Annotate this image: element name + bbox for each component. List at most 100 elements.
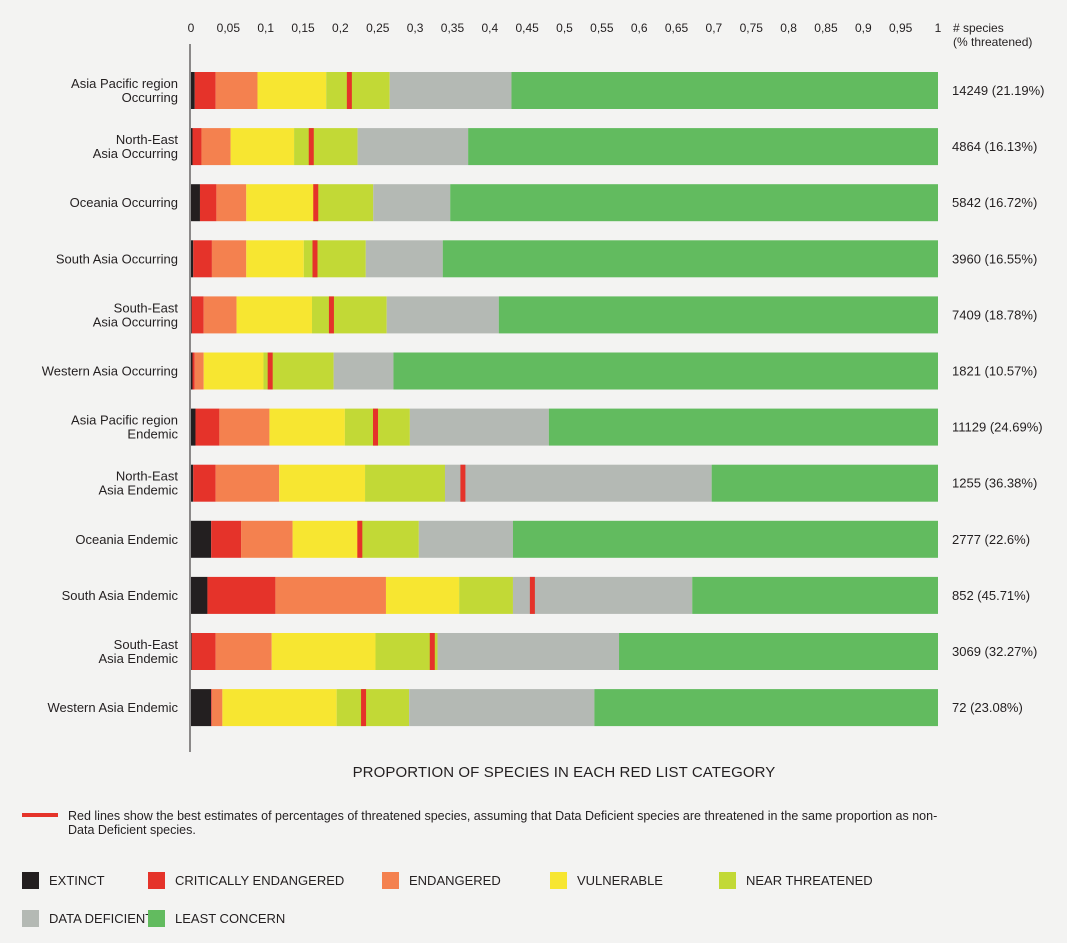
bar-segment bbox=[203, 296, 237, 334]
species-count-label: 852 (45.71%) bbox=[952, 588, 1030, 603]
bar-segment bbox=[222, 689, 337, 727]
category-label: Asia Occurring bbox=[93, 314, 178, 329]
legend-label: ENDANGERED bbox=[409, 873, 501, 888]
bar-segment bbox=[215, 464, 280, 502]
bar-segment bbox=[191, 633, 216, 670]
bar-segment bbox=[365, 240, 443, 278]
bar-segment bbox=[692, 576, 938, 614]
legend-item: NEAR THREATENED bbox=[719, 872, 873, 889]
threatened-estimate-line bbox=[267, 352, 273, 390]
species-count-label: 1255 (36.38%) bbox=[952, 476, 1037, 491]
bar-segment bbox=[313, 184, 374, 222]
legend-label: CRITICALLY ENDANGERED bbox=[175, 873, 345, 888]
species-count-label: 1821 (10.57%) bbox=[952, 364, 1037, 379]
bar-segment bbox=[512, 520, 938, 558]
threatened-estimate-line bbox=[312, 240, 318, 278]
bar-segment bbox=[444, 464, 712, 502]
category-label: North-East bbox=[116, 132, 179, 147]
bar-segment bbox=[409, 408, 549, 446]
bar-segment bbox=[192, 352, 195, 390]
x-tick-label: 0,25 bbox=[366, 21, 390, 35]
species-count-label: 11129 (24.69%) bbox=[952, 420, 1043, 435]
bar-segment bbox=[548, 408, 938, 446]
category-label: Asia Occurring bbox=[93, 146, 178, 161]
bar-segment bbox=[191, 576, 208, 614]
bar-segment bbox=[216, 184, 247, 222]
x-tick-label: 0,75 bbox=[740, 21, 764, 35]
category-label: Asia Endemic bbox=[99, 483, 179, 498]
bar-segment bbox=[191, 240, 194, 278]
legend-swatch bbox=[22, 910, 39, 927]
x-tick-label: 0,8 bbox=[780, 21, 797, 35]
category-label: Occurring bbox=[122, 90, 178, 105]
bar-segment bbox=[199, 184, 217, 222]
x-tick-label: 0,05 bbox=[217, 21, 241, 35]
category-label: Oceania Occurring bbox=[70, 195, 178, 210]
bar-segment bbox=[409, 689, 595, 727]
species-count-label: 3069 (32.27%) bbox=[952, 644, 1037, 659]
x-tick-label: 0,15 bbox=[291, 21, 315, 35]
bar-segment bbox=[201, 128, 231, 166]
legend-item: CRITICALLY ENDANGERED bbox=[148, 872, 344, 889]
bar-segment bbox=[385, 576, 460, 614]
legend-item: ENDANGERED bbox=[382, 872, 501, 889]
bar-segment bbox=[257, 72, 327, 109]
species-count-label: 14249 (21.19%) bbox=[952, 83, 1045, 98]
x-tick-label: 0,45 bbox=[515, 21, 539, 35]
bar-segment bbox=[336, 689, 410, 727]
threatened-estimate-line bbox=[308, 128, 314, 166]
threatened-estimate-line bbox=[361, 689, 367, 727]
bar-segment bbox=[512, 576, 693, 614]
category-label: Asia Pacific region bbox=[71, 413, 178, 428]
bar-segment bbox=[393, 352, 938, 390]
bar-segment bbox=[192, 128, 202, 166]
x-tick-label: 0,9 bbox=[855, 21, 872, 35]
bar-segment bbox=[386, 296, 499, 334]
x-tick-label: 0,7 bbox=[706, 21, 723, 35]
species-count-label: 3960 (16.55%) bbox=[952, 251, 1037, 266]
bar-segment bbox=[211, 689, 223, 727]
x-tick-label: 0,1 bbox=[257, 21, 274, 35]
bar-segment bbox=[191, 128, 193, 166]
x-tick-label: 0,85 bbox=[814, 21, 838, 35]
bar-segment bbox=[263, 352, 334, 390]
bar-segment bbox=[191, 520, 212, 558]
category-label: Oceania Endemic bbox=[75, 532, 178, 547]
x-axis-title: PROPORTION OF SPECIES IN EACH RED LIST C… bbox=[352, 764, 776, 781]
bar-segment bbox=[191, 72, 195, 109]
category-label: South Asia Endemic bbox=[62, 588, 179, 603]
bar-segment bbox=[191, 408, 196, 446]
bar-segment bbox=[246, 184, 314, 222]
legend: EXTINCT CRITICALLY ENDANGERED ENDANGERED VU… bbox=[22, 872, 1022, 932]
species-count-label: 72 (23.08%) bbox=[952, 700, 1023, 715]
category-label: South-East bbox=[114, 637, 179, 652]
x-tick-label: 0,55 bbox=[590, 21, 614, 35]
threatened-estimate-line bbox=[460, 464, 466, 502]
stacked-bar-chart: 0 0,05 0,1 0,15 0,2 0,25 0,3 0,35 0,4 0,45 0,5 0,55… bbox=[42, 21, 1045, 752]
legend-label: VULNERABLE bbox=[577, 873, 663, 888]
bar-segment bbox=[211, 689, 212, 727]
legend-swatch bbox=[148, 872, 165, 889]
bar-segment bbox=[246, 240, 304, 278]
threatened-estimate-line bbox=[357, 520, 363, 558]
bar-segment bbox=[193, 240, 212, 278]
legend-item: DATA DEFICIENT bbox=[22, 910, 153, 927]
bar-segment bbox=[375, 633, 438, 670]
bar-segment bbox=[358, 520, 419, 558]
legend-swatch bbox=[22, 872, 39, 889]
threatened-estimate-line-swatch bbox=[22, 813, 58, 817]
category-label: Endemic bbox=[127, 427, 178, 442]
bar-segment bbox=[294, 128, 358, 166]
category-label: South-East bbox=[114, 300, 179, 315]
bar-segment bbox=[442, 240, 938, 278]
category-label: Asia Pacific region bbox=[71, 76, 178, 91]
bar-segment bbox=[619, 633, 938, 670]
species-count-label: 4864 (16.13%) bbox=[952, 139, 1037, 154]
bar-segment bbox=[511, 72, 938, 109]
legend-swatch bbox=[382, 872, 399, 889]
bar-segment bbox=[215, 72, 258, 109]
x-tick-label: 0 bbox=[188, 21, 195, 35]
x-tick-label: 0,95 bbox=[889, 21, 913, 35]
bar-segment bbox=[195, 408, 220, 446]
